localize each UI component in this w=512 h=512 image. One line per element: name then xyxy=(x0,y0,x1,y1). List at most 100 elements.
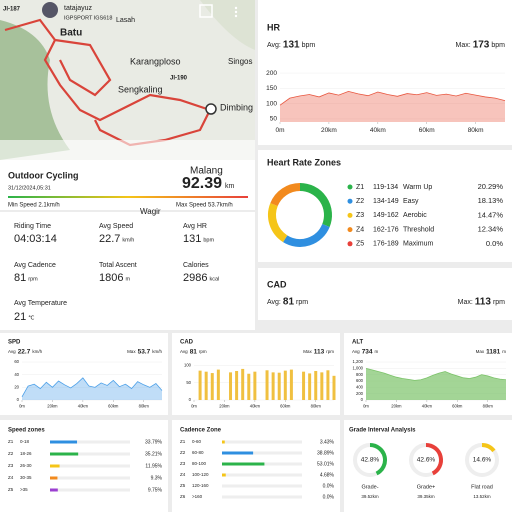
x-tick-label: 60km xyxy=(108,403,119,408)
zone-id: Z1 xyxy=(180,439,186,444)
x-tick-label: 60km xyxy=(419,127,435,134)
zone-bar-track xyxy=(222,484,302,488)
zone-pct: 38.89% xyxy=(317,450,335,456)
mini-title: SPD xyxy=(8,340,21,346)
zone-pct: 0.0% xyxy=(323,494,335,500)
zone-range: 30-35 xyxy=(20,475,32,480)
stat-unit: km/h xyxy=(122,237,134,243)
zone-pct: 4.68% xyxy=(320,472,335,478)
bar xyxy=(314,370,318,400)
stat-label: Calories xyxy=(183,262,209,269)
zone-pct: 14.47% xyxy=(478,210,504,219)
avg-unit: rpm xyxy=(199,349,207,354)
y-tick-label: 600 xyxy=(356,378,364,383)
grade-title: Grade Interval Analysis xyxy=(349,428,416,434)
x-tick-label: 80km xyxy=(483,403,494,408)
stat-unit: bpm xyxy=(203,237,214,243)
y-tick-label: 40 xyxy=(14,372,19,377)
place-name: Lasah xyxy=(116,17,135,24)
zone-id: Z4 xyxy=(356,226,364,233)
x-tick-label: 80km xyxy=(468,127,484,134)
zone-dot xyxy=(347,198,353,204)
y-tick-label: 200 xyxy=(356,391,364,396)
zone-bar xyxy=(50,464,60,468)
zone-id: Z5 xyxy=(180,483,186,488)
zone-range: 176-189 xyxy=(373,241,399,248)
stat-value: 1806 xyxy=(99,272,123,284)
x-tick-label: 20km xyxy=(219,403,230,408)
zone-name: Easy xyxy=(403,198,419,205)
y-tick-label: 0 xyxy=(361,397,364,402)
zone-id: Z2 xyxy=(180,450,186,455)
stats-panel xyxy=(0,212,255,330)
zone-range: 120-160 xyxy=(192,483,209,488)
donut-segment xyxy=(268,203,288,243)
zone-bar-track xyxy=(50,440,130,444)
avg-label: Avg xyxy=(352,349,360,354)
max-unit: rpm xyxy=(326,349,334,354)
bar xyxy=(320,372,324,400)
zone-range: 0-18 xyxy=(20,439,30,444)
zone-pct: 9.3% xyxy=(151,475,163,481)
zone-range: 0-60 xyxy=(192,439,202,444)
stat-value: 131 xyxy=(183,233,201,245)
zone-pct: 53.01% xyxy=(317,461,335,467)
zone-bar-track xyxy=(50,452,130,456)
avg-value: 22.7 xyxy=(18,349,31,356)
stat-label: Riding Time xyxy=(14,223,51,230)
x-tick-label: 80km xyxy=(311,403,322,408)
max-unit: bpm xyxy=(491,42,505,49)
grade-dist: 13.52km xyxy=(473,494,491,499)
x-tick-label: 20km xyxy=(321,127,337,134)
area xyxy=(280,91,505,122)
y-tick-label: 60 xyxy=(14,359,19,364)
menu-icon xyxy=(234,14,238,18)
bar xyxy=(332,375,336,400)
avg-unit: bpm xyxy=(302,42,316,49)
zone-pct: 35.21% xyxy=(145,451,163,457)
zone-bar-track xyxy=(222,473,302,477)
x-tick-label: 40km xyxy=(78,403,89,408)
ring xyxy=(369,443,387,476)
zones-title: Cadence Zone xyxy=(180,428,222,434)
donut-segment xyxy=(283,223,330,247)
zone-dot xyxy=(347,184,353,190)
y-tick-label: 20 xyxy=(14,384,19,389)
area xyxy=(22,377,162,400)
share-icon[interactable] xyxy=(199,4,213,18)
stat-label: Avg Cadence xyxy=(14,262,56,269)
max-unit: rpm xyxy=(493,299,505,306)
avg-unit: km/h xyxy=(32,349,42,354)
x-tick-label: 80km xyxy=(139,403,150,408)
y-tick-label: 50 xyxy=(186,380,191,385)
y-tick-label: 0 xyxy=(17,397,20,402)
menu-icon[interactable] xyxy=(234,6,238,10)
bar xyxy=(210,373,214,400)
y-tick-label: 1,000 xyxy=(353,365,364,370)
place-name: JI-190 xyxy=(170,76,188,82)
max-speed: Max Speed 53.7km/h xyxy=(176,203,233,209)
terrain xyxy=(200,0,255,50)
zone-range: >160 xyxy=(192,494,203,499)
x-tick-label: 20km xyxy=(47,403,58,408)
mini-title: CAD xyxy=(180,340,194,346)
mini-title: ALT xyxy=(352,340,364,346)
zone-id: Z1 xyxy=(356,184,364,191)
max-value: 173 xyxy=(473,40,490,51)
donut-segment xyxy=(299,183,332,227)
zone-pct: 18.13% xyxy=(478,196,504,205)
avg-label: Avg xyxy=(180,349,188,354)
zone-bar-track xyxy=(222,451,302,455)
stat-label: Avg HR xyxy=(183,223,207,230)
zone-id: Z1 xyxy=(8,439,14,444)
zone-id: Z3 xyxy=(356,212,364,219)
max-value: 113 xyxy=(475,297,492,308)
zone-id: Z6 xyxy=(180,494,186,499)
donut-segment xyxy=(270,183,301,207)
y-tick-label: 400 xyxy=(356,384,364,389)
bar xyxy=(253,371,257,400)
zone-bar-track xyxy=(222,495,302,499)
zone-range: 134-149 xyxy=(373,198,399,205)
avg-value: 81 xyxy=(190,349,198,356)
